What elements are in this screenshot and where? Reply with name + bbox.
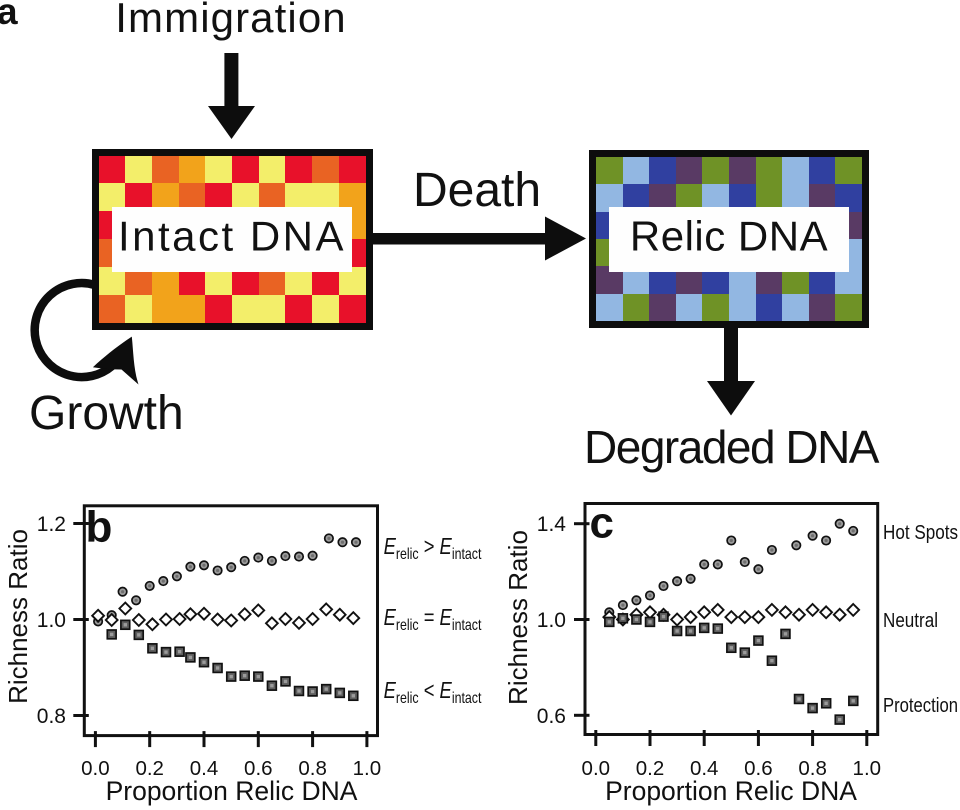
svg-text:Proportion Relic DNA: Proportion Relic DNA: [605, 776, 857, 806]
svg-text:Richness Ratio: Richness Ratio: [503, 530, 533, 705]
svg-text:0.8: 0.8: [798, 757, 827, 780]
svg-text:0.2: 0.2: [135, 757, 164, 780]
svg-text:b: b: [86, 503, 113, 552]
svg-text:0.6: 0.6: [537, 705, 566, 728]
svg-text:Erelic < Eintact: Erelic < Eintact: [384, 678, 482, 706]
svg-text:Proportion Relic DNA: Proportion Relic DNA: [106, 776, 358, 806]
svg-text:0.4: 0.4: [690, 757, 719, 780]
svg-text:1.0: 1.0: [853, 757, 882, 780]
svg-text:0.6: 0.6: [244, 757, 273, 780]
svg-text:Hot Spots: Hot Spots: [883, 521, 958, 544]
svg-text:c: c: [590, 499, 614, 548]
svg-text:0.4: 0.4: [190, 757, 219, 780]
svg-text:Erelic > Eintact: Erelic > Eintact: [384, 534, 482, 562]
svg-text:1.4: 1.4: [537, 513, 567, 536]
svg-text:1.0: 1.0: [353, 757, 382, 780]
svg-text:0.8: 0.8: [298, 757, 327, 780]
svg-text:Protection: Protection: [883, 694, 958, 717]
svg-text:0.8: 0.8: [37, 705, 66, 728]
svg-text:1.0: 1.0: [537, 609, 566, 632]
svg-text:0.0: 0.0: [582, 757, 611, 780]
svg-text:0.0: 0.0: [81, 757, 110, 780]
svg-text:Richness Ratio: Richness Ratio: [3, 529, 33, 704]
svg-text:1.2: 1.2: [37, 513, 66, 536]
svg-text:0.2: 0.2: [636, 757, 665, 780]
svg-text:Neutral: Neutral: [883, 609, 938, 632]
svg-text:1.0: 1.0: [37, 609, 66, 632]
svg-text:Erelic = Eintact: Erelic = Eintact: [384, 605, 482, 633]
svg-text:0.6: 0.6: [744, 757, 773, 780]
